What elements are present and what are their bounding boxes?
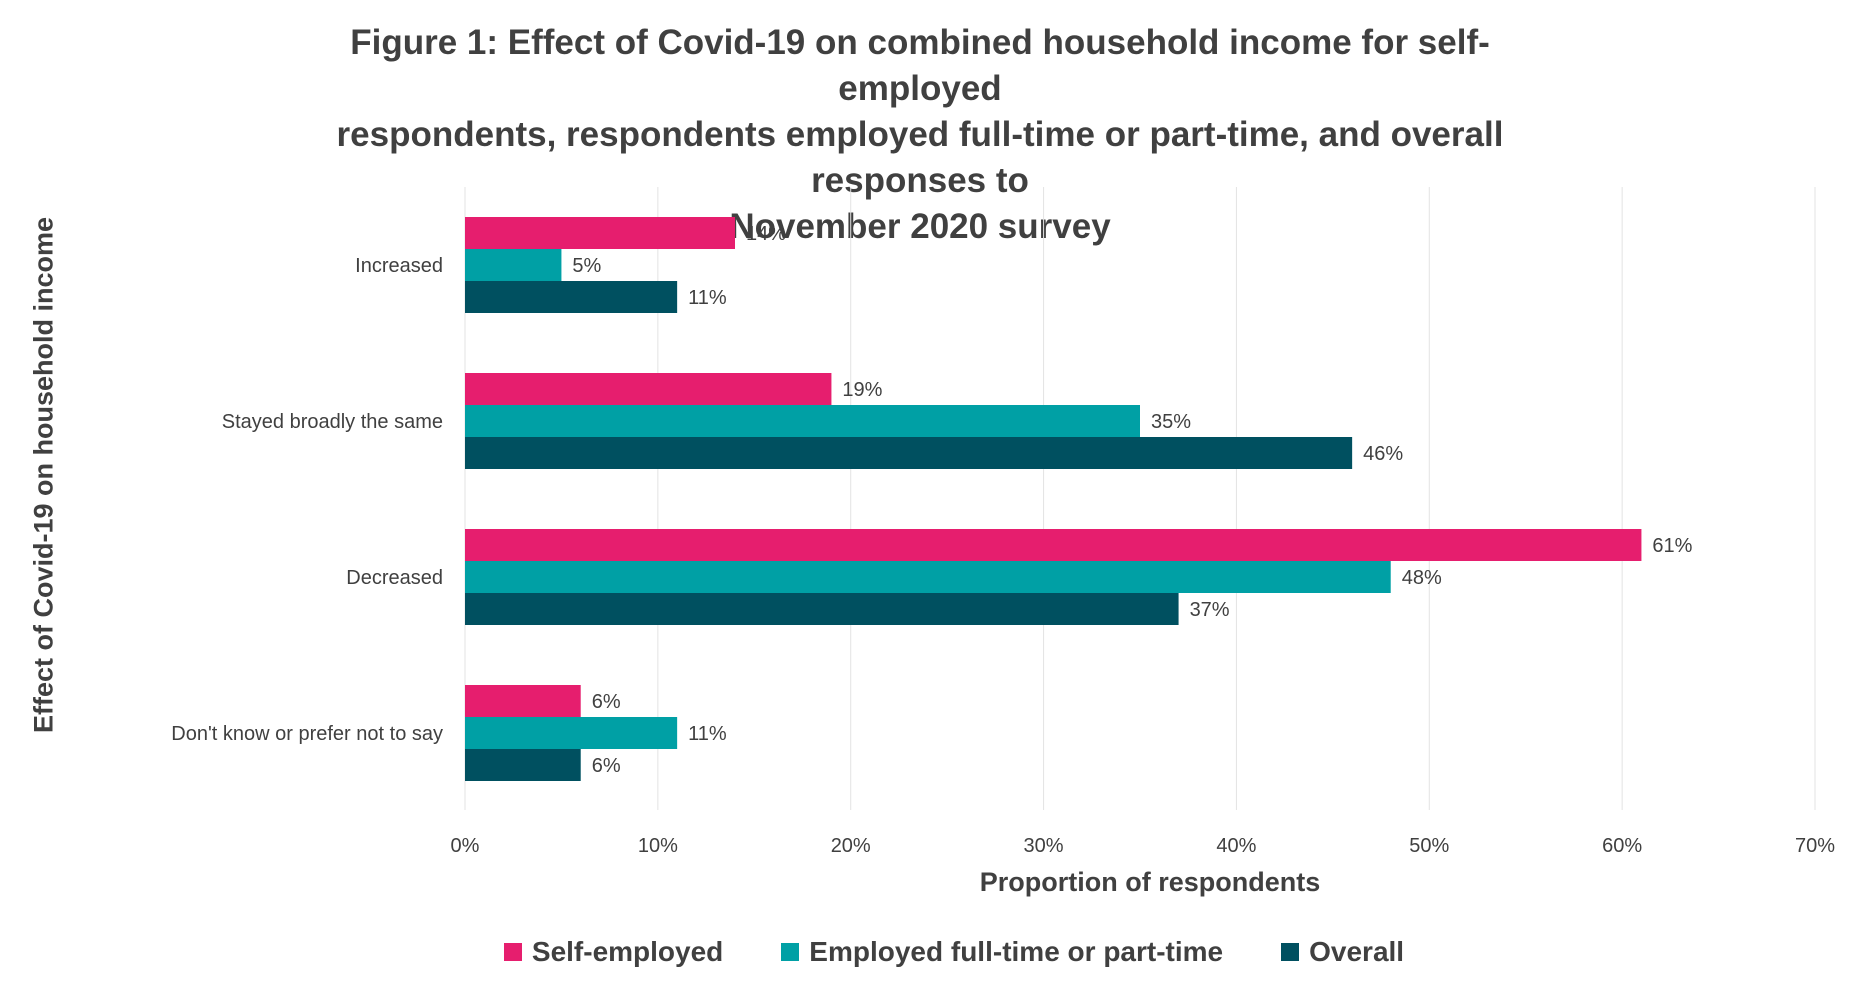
x-tick-label: 50%	[1409, 835, 1449, 857]
data-label-overall-decreased: 37%	[1190, 599, 1230, 621]
legend-label-employed: Employed full-time or part-time	[809, 936, 1224, 967]
bar-employed-full-time-or-part-time-decreased	[465, 561, 1391, 593]
bar-overall-decreased	[465, 593, 1179, 625]
data-label-overall-stayed-broadly-the-same: 46%	[1363, 443, 1403, 465]
x-tick-label: 20%	[831, 835, 871, 857]
legend-item-overall: Overall	[1281, 936, 1404, 968]
bar-employed-full-time-or-part-time-don-t-know-or-prefer-not-to-say	[465, 717, 678, 749]
bar-self-employed-increased	[465, 217, 735, 249]
data-label-overall-increased: 11%	[688, 287, 727, 309]
legend-item-self-employed: Self-employed	[503, 936, 724, 968]
x-tick-label: 60%	[1602, 835, 1642, 857]
chart-title-line-1: Figure 1: Effect of Covid-19 on combined…	[350, 23, 1490, 108]
legend-item-employed: Employed full-time or part-time	[781, 936, 1223, 968]
x-tick-label: 40%	[1216, 835, 1256, 857]
data-label-self-employed-stayed-broadly-the-same: 19%	[842, 379, 882, 401]
data-label-employed-full-time-or-part-time-don-t-know-or-prefer-not-to-say: 11%	[688, 723, 727, 745]
bar-self-employed-stayed-broadly-the-same	[465, 373, 832, 405]
chart-title-line-3: November 2020 survey	[729, 207, 1111, 246]
bar-self-employed-don-t-know-or-prefer-not-to-say	[465, 685, 581, 717]
bar-overall-don-t-know-or-prefer-not-to-say	[465, 749, 581, 781]
x-tick-label: 70%	[1795, 835, 1835, 857]
data-label-overall-don-t-know-or-prefer-not-to-say: 6%	[592, 755, 621, 777]
data-label-self-employed-don-t-know-or-prefer-not-to-say: 6%	[592, 691, 621, 713]
legend-swatch-self-employed	[503, 943, 522, 961]
x-tick-label: 0%	[451, 835, 480, 857]
chart-legend: Self-employed Employed full-time or part…	[0, 936, 1868, 968]
chart-title: Figure 1: Effect of Covid-19 on combined…	[270, 20, 1570, 250]
bar-self-employed-decreased	[465, 529, 1642, 561]
data-label-employed-full-time-or-part-time-decreased: 48%	[1402, 567, 1442, 589]
x-tick-label: 30%	[1024, 835, 1064, 857]
y-tick-label-stayed-broadly-the-same: Stayed broadly the same	[222, 411, 443, 433]
data-label-employed-full-time-or-part-time-stayed-broadly-the-same: 35%	[1151, 411, 1191, 433]
legend-swatch-overall	[1281, 943, 1300, 961]
y-tick-label-increased: Increased	[355, 255, 443, 277]
data-label-employed-full-time-or-part-time-increased: 5%	[572, 255, 601, 277]
legend-label-self-employed: Self-employed	[531, 936, 724, 967]
legend-label-overall: Overall	[1309, 936, 1405, 967]
data-label-self-employed-increased: 14%	[746, 223, 786, 245]
x-tick-label: 10%	[638, 835, 678, 857]
bar-employed-full-time-or-part-time-increased	[465, 249, 562, 281]
x-axis-title: Proportion of respondents	[979, 867, 1321, 897]
bar-overall-stayed-broadly-the-same	[465, 437, 1353, 469]
y-tick-label-decreased: Decreased	[346, 567, 443, 589]
bar-overall-increased	[465, 281, 678, 313]
bar-employed-full-time-or-part-time-stayed-broadly-the-same	[465, 405, 1140, 437]
data-label-self-employed-decreased: 61%	[1652, 535, 1692, 557]
chart-title-line-2: respondents, respondents employed full-t…	[336, 115, 1504, 200]
y-tick-label-don-t-know-or-prefer-not-to-say: Don't know or prefer not to say	[171, 723, 443, 745]
legend-swatch-employed	[781, 943, 800, 961]
